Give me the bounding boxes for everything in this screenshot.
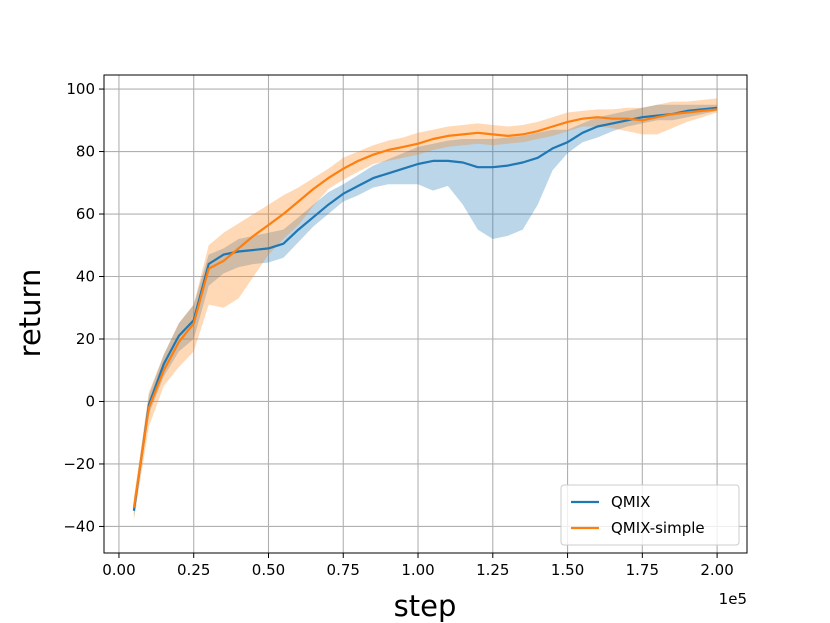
x-tick-label: 0.25 bbox=[177, 561, 210, 579]
y-tick-label: 0 bbox=[85, 392, 95, 410]
x-tick-label: 0.00 bbox=[102, 561, 135, 579]
x-tick-label: 1.25 bbox=[476, 561, 509, 579]
x-axis-ticks: 0.00 0.25 0.50 0.75 1.00 1.25 1.50 1.75 2.00 bbox=[102, 553, 734, 579]
x-axis-title: step bbox=[394, 589, 457, 623]
y-tick-label: −40 bbox=[63, 517, 95, 535]
x-axis-offset-label: 1e5 bbox=[719, 590, 747, 608]
x-tick-label: 0.50 bbox=[252, 561, 285, 579]
x-tick-label: 1.50 bbox=[551, 561, 584, 579]
y-tick-label: 60 bbox=[76, 205, 95, 223]
y-tick-label: 80 bbox=[76, 143, 95, 161]
legend-label-0: QMIX bbox=[611, 493, 650, 511]
legend-label-1: QMIX-simple bbox=[611, 519, 705, 537]
legend-box bbox=[560, 484, 740, 546]
y-tick-label: 40 bbox=[76, 268, 95, 286]
x-tick-label: 2.00 bbox=[700, 561, 733, 579]
y-tick-label: 20 bbox=[76, 330, 95, 348]
series-line-0 bbox=[132, 106, 718, 511]
x-tick-label: 0.75 bbox=[327, 561, 360, 579]
x-tick-label: 1.00 bbox=[401, 561, 434, 579]
legend: QMIX QMIX-simple bbox=[560, 484, 740, 546]
series-line-1 bbox=[132, 108, 718, 508]
series-lines bbox=[132, 106, 718, 511]
plot-frame bbox=[103, 74, 748, 554]
y-tick-label: −20 bbox=[63, 455, 95, 473]
y-tick-label: 100 bbox=[66, 80, 95, 98]
series-band-0 bbox=[133, 104, 718, 518]
x-tick-label: 1.75 bbox=[626, 561, 659, 579]
series-band-1 bbox=[133, 98, 718, 521]
y-axis-ticks: −40 −20 0 20 40 60 80 100 bbox=[63, 80, 104, 535]
y-axis-title: return bbox=[13, 269, 47, 358]
confidence-bands bbox=[133, 98, 718, 521]
